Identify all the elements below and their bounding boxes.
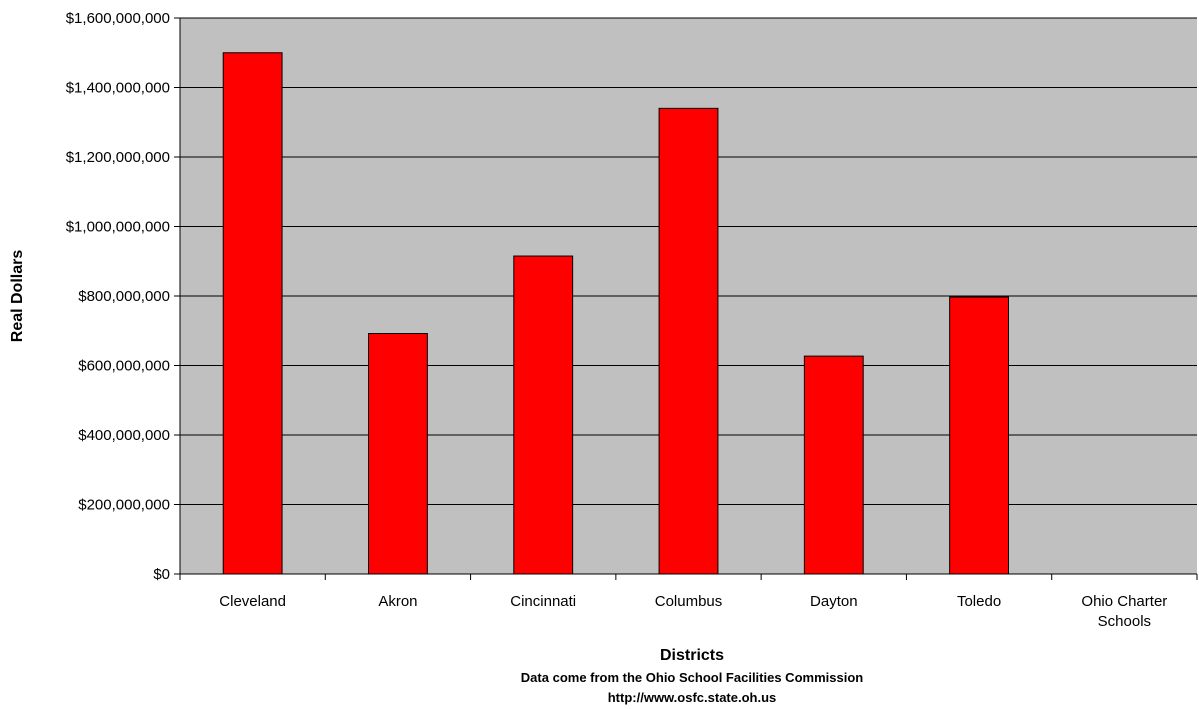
x-axis-title: Districts (660, 647, 724, 664)
y-tick-label: $1,600,000,000 (66, 10, 170, 27)
bar-columbus (658, 107, 719, 575)
x-tick-label: Columbus (655, 593, 723, 610)
y-tick-label: $1,400,000,000 (66, 80, 170, 97)
x-tick-label: Ohio Charter Schools (1081, 593, 1167, 630)
bar-cincinnati (513, 255, 574, 575)
y-tick-label: $0 (153, 566, 170, 583)
bar-toledo (949, 296, 1009, 575)
y-tick-labels: $0 $200,000,000 $400,000,000 $600,000,000 $8… (66, 10, 170, 583)
x-tick-label: Cincinnati (510, 593, 576, 610)
y-tick-label: $1,200,000,000 (66, 149, 170, 166)
source-url: http://www.osfc.state.oh.us (608, 690, 777, 705)
x-tick-label: Toledo (957, 593, 1001, 610)
x-tick-label: Akron (378, 593, 417, 610)
y-tick-label: $400,000,000 (78, 427, 170, 444)
y-tick-label: $200,000,000 (78, 497, 170, 514)
x-tick-labels: Cleveland Akron Cincinnati Columbus Dayton To… (219, 593, 1167, 630)
x-tick-label: Cleveland (219, 593, 286, 610)
source-note: Data come from the Ohio School Facilitie… (521, 670, 863, 685)
bars (222, 52, 1009, 575)
y-axis-title: Real Dollars (9, 250, 26, 343)
bar-dayton (803, 355, 864, 575)
bar-akron (368, 333, 428, 575)
y-tick-label: $600,000,000 (78, 358, 170, 375)
y-tick-label: $800,000,000 (78, 288, 170, 305)
axes (174, 17, 1198, 580)
x-tick-label: Dayton (810, 593, 858, 610)
y-tick-label: $1,000,000,000 (66, 219, 170, 236)
bar-cleveland (222, 52, 283, 575)
